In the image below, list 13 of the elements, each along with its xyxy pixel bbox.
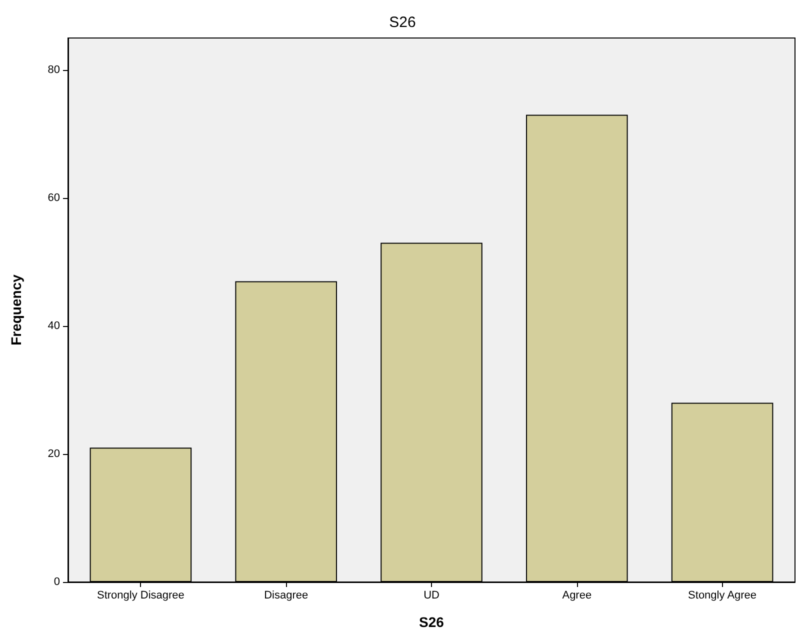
x-tick-label: Disagree <box>264 590 308 602</box>
chart-title: S26 <box>389 14 416 31</box>
y-tick-label: 60 <box>48 192 60 204</box>
y-tick-label: 40 <box>48 320 60 332</box>
x-tick-label: UD <box>424 590 440 602</box>
x-tick-label: Stongly Agree <box>688 590 757 602</box>
y-tick-label: 20 <box>48 448 60 460</box>
x-tick-label: Strongly Disagree <box>96 590 184 602</box>
y-tick-label: 80 <box>48 64 60 76</box>
x-axis-title: S26 <box>419 614 444 630</box>
y-tick-label: 0 <box>54 576 60 588</box>
y-axis-title: Frequency <box>8 274 24 346</box>
x-tick-label: Agree <box>562 590 592 602</box>
